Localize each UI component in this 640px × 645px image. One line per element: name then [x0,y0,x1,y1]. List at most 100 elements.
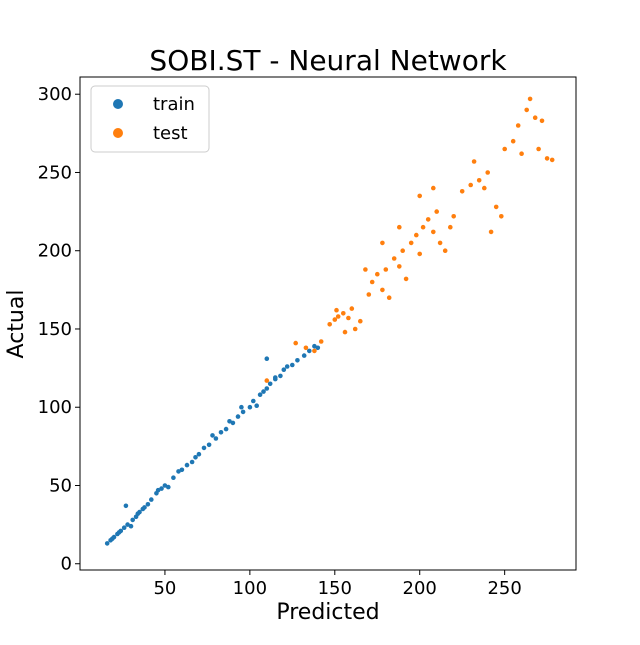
test-point [342,329,348,335]
train-point [290,362,295,368]
test-point [515,123,521,128]
test-point [358,318,363,324]
train-point [284,364,290,369]
test-point [524,107,529,113]
test-point [403,276,409,282]
train-point [196,451,202,457]
legend-label-test: test [153,123,188,144]
train-point [149,497,154,502]
x-tick-label: 50 [153,578,176,599]
test-point [451,214,457,219]
test-point [346,315,351,321]
test-point [352,326,358,332]
test-point [293,340,299,346]
test-point [414,232,419,238]
train-point [155,487,161,493]
test-point [471,159,477,164]
train-point [235,414,241,419]
test-point [437,240,443,246]
train-point [247,404,253,410]
train-point [130,517,135,523]
test-point [366,292,372,297]
test-point [502,146,508,152]
test-point [488,229,494,235]
test-point [397,264,402,269]
y-tick-label: 300 [38,84,72,105]
test-point [408,240,414,246]
test-point [391,256,397,261]
test-point [476,178,482,183]
train-point [213,436,219,441]
train-point [301,353,307,358]
test-point [369,279,375,285]
train-point [142,505,147,510]
test-point [510,138,516,144]
train-point [121,525,127,530]
test-point [383,267,389,272]
test-point [425,217,431,222]
test-point [380,240,385,246]
y-tick-label: 50 [49,475,72,496]
x-tick-label: 100 [233,578,267,599]
train-point [264,356,270,362]
test-point [420,224,426,230]
test-point [417,251,423,257]
test-point [549,157,555,163]
train-point [267,381,273,387]
legend-marker-test [113,128,123,138]
test-point [431,229,436,235]
train-point [295,358,300,363]
legend: train test [90,85,210,153]
train-point [315,345,321,351]
train-point [135,511,141,516]
test-point [312,348,317,354]
train-point [189,459,195,465]
test-point [397,224,402,230]
train-point [201,445,207,451]
test-point [499,214,504,219]
train-point [239,404,244,410]
train-point [240,409,246,415]
test-point [527,96,533,102]
legend-label-train: train [153,94,195,115]
x-tick-label: 150 [318,578,352,599]
test-point [335,314,341,319]
train-point [273,375,278,380]
test-point [417,193,423,199]
test-point [519,151,524,156]
test-point [536,146,541,152]
train-point [264,386,270,391]
train-point [261,389,266,394]
test-point [380,287,385,293]
x-axis-label: Predicted [276,600,379,625]
train-point [206,442,212,448]
test-point [468,182,474,188]
train-point [223,426,229,432]
train-point [145,502,151,507]
train-point [176,469,181,474]
test-point [431,185,436,191]
train-point [171,475,176,481]
test-point [303,345,309,351]
test-point [363,267,368,272]
train-point [123,503,129,509]
test-point [482,185,487,191]
train-point [281,367,287,373]
test-point [434,209,440,214]
y-tick-label: 150 [38,319,72,340]
test-point [334,307,339,313]
test-point [532,115,538,120]
test-point [400,248,406,253]
test-point [442,248,448,253]
train-point [307,348,312,354]
train-point [184,462,190,468]
plot-points [104,96,555,546]
train-point [278,373,283,379]
train-point [128,523,134,529]
test-point [493,204,499,210]
chart-title: SOBI.ST - Neural Network [149,44,507,77]
test-point [349,306,355,311]
train-point [116,530,122,535]
